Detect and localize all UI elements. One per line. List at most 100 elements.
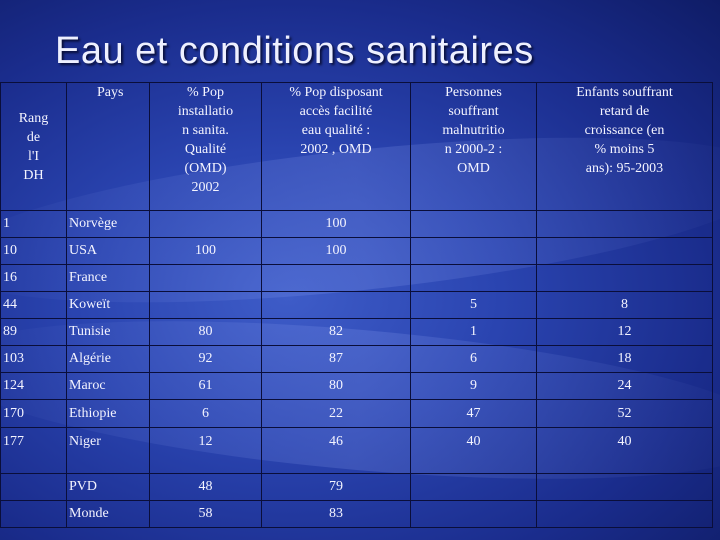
header-sanitation-line: (OMD) xyxy=(184,161,227,176)
table-row: 44 Koweït 5 8 xyxy=(0,291,713,319)
table-row: 177 Niger 12 46 40 40 xyxy=(0,427,713,474)
cell-water: 100 xyxy=(261,237,411,265)
cell-water: 80 xyxy=(261,372,411,400)
header-rank-line: DH xyxy=(23,167,44,183)
cell-stunting: 52 xyxy=(536,399,713,428)
table-row: 103 Algérie 92 87 6 18 xyxy=(0,345,713,373)
header-rank-line: l'I xyxy=(27,148,40,164)
header-row: Rang de l'I DH Pays % Pop installatio n … xyxy=(0,82,713,211)
cell-malnutrition: 9 xyxy=(410,372,537,400)
header-rank-line: Rang xyxy=(18,110,49,126)
header-country: Pays xyxy=(66,82,150,211)
cell-stunting: 12 xyxy=(536,318,713,346)
header-stunting-line: ans): 95-2003 xyxy=(585,161,664,176)
cell-country: Ethiopie xyxy=(66,399,150,428)
cell-water xyxy=(261,291,411,319)
cell-rank: 103 xyxy=(0,345,67,373)
header-rank: Rang de l'I DH xyxy=(0,82,67,211)
header-malnutrition-line: Personnes xyxy=(445,85,502,100)
cell-water: 82 xyxy=(261,318,411,346)
cell-sanitation xyxy=(149,291,262,319)
cell-water: 87 xyxy=(261,345,411,373)
cell-sanitation: 61 xyxy=(149,372,262,400)
slide-title: Eau et conditions sanitaires xyxy=(55,30,534,72)
cell-malnutrition: 5 xyxy=(410,291,537,319)
cell-rank: 177 xyxy=(0,427,67,474)
header-malnutrition-line: OMD xyxy=(457,161,490,176)
table-row: 16 France xyxy=(0,264,713,292)
cell-water xyxy=(261,264,411,292)
cell-malnutrition: 1 xyxy=(410,318,537,346)
cell-country: Maroc xyxy=(66,372,150,400)
header-sanitation-line: 2002 xyxy=(191,180,220,195)
cell-rank: 89 xyxy=(0,318,67,346)
cell-rank: 124 xyxy=(0,372,67,400)
header-rank-line: de xyxy=(26,129,41,145)
header-water-line: % Pop disposant xyxy=(289,85,383,100)
cell-water: 83 xyxy=(261,500,411,528)
table-row: 170 Ethiopie 6 22 47 52 xyxy=(0,399,713,428)
header-water: % Pop disposant accès facilité eau quali… xyxy=(261,82,411,211)
cell-stunting xyxy=(536,264,713,292)
cell-sanitation: 6 xyxy=(149,399,262,428)
table-row: 89 Tunisie 80 82 1 12 xyxy=(0,318,713,346)
cell-malnutrition xyxy=(410,237,537,265)
cell-stunting: 40 xyxy=(536,427,713,474)
data-table: Rang de l'I DH Pays % Pop installatio n … xyxy=(0,82,713,528)
cell-rank: 16 xyxy=(0,264,67,292)
header-malnutrition: Personnes souffrant malnutritio n 2000-2… xyxy=(410,82,537,211)
cell-sanitation: 80 xyxy=(149,318,262,346)
header-stunting-line: retard de xyxy=(599,104,650,119)
table-row: 10 USA 100 100 xyxy=(0,237,713,265)
cell-sanitation xyxy=(149,210,262,238)
header-water-line: eau qualité : xyxy=(301,123,371,138)
cell-stunting xyxy=(536,237,713,265)
cell-malnutrition: 47 xyxy=(410,399,537,428)
cell-malnutrition xyxy=(410,473,537,501)
table-row: 1 Norvège 100 xyxy=(0,210,713,238)
header-stunting-line: croissance (en xyxy=(584,123,665,138)
cell-water: 100 xyxy=(261,210,411,238)
header-country-label: Pays xyxy=(97,85,124,100)
cell-rank: 170 xyxy=(0,399,67,428)
header-stunting-line: % moins 5 xyxy=(594,142,655,157)
cell-rank: 44 xyxy=(0,291,67,319)
header-sanitation-line: % Pop xyxy=(187,85,224,100)
cell-country: France xyxy=(66,264,150,292)
cell-country: Niger xyxy=(66,427,150,474)
cell-water: 79 xyxy=(261,473,411,501)
cell-malnutrition xyxy=(410,264,537,292)
cell-country: PVD xyxy=(66,473,150,501)
header-malnutrition-line: souffrant xyxy=(448,104,499,119)
header-sanitation: % Pop installatio n sanita. Qualité (OMD… xyxy=(149,82,262,211)
cell-country: Tunisie xyxy=(66,318,150,346)
table-row: PVD 48 79 xyxy=(0,473,713,501)
cell-malnutrition: 40 xyxy=(410,427,537,474)
cell-sanitation: 12 xyxy=(149,427,262,474)
cell-sanitation xyxy=(149,264,262,292)
table-row: Monde 58 83 xyxy=(0,500,713,528)
cell-stunting xyxy=(536,210,713,238)
cell-sanitation: 48 xyxy=(149,473,262,501)
cell-stunting: 24 xyxy=(536,372,713,400)
cell-country: Algérie xyxy=(66,345,150,373)
cell-stunting: 18 xyxy=(536,345,713,373)
cell-rank: 10 xyxy=(0,237,67,265)
cell-malnutrition xyxy=(410,500,537,528)
cell-country: Koweït xyxy=(66,291,150,319)
header-malnutrition-line: malnutritio xyxy=(442,123,505,138)
cell-malnutrition: 6 xyxy=(410,345,537,373)
cell-rank xyxy=(0,473,67,501)
header-sanitation-line: Qualité xyxy=(184,142,227,157)
cell-sanitation: 100 xyxy=(149,237,262,265)
header-sanitation-line: n sanita. xyxy=(182,123,229,138)
cell-water: 46 xyxy=(261,427,411,474)
cell-stunting xyxy=(536,500,713,528)
cell-sanitation: 92 xyxy=(149,345,262,373)
header-sanitation-line: installatio xyxy=(177,104,234,119)
cell-stunting xyxy=(536,473,713,501)
cell-country: USA xyxy=(66,237,150,265)
cell-country: Norvège xyxy=(66,210,150,238)
table-row: 124 Maroc 61 80 9 24 xyxy=(0,372,713,400)
header-water-line: accès facilité xyxy=(299,104,373,119)
